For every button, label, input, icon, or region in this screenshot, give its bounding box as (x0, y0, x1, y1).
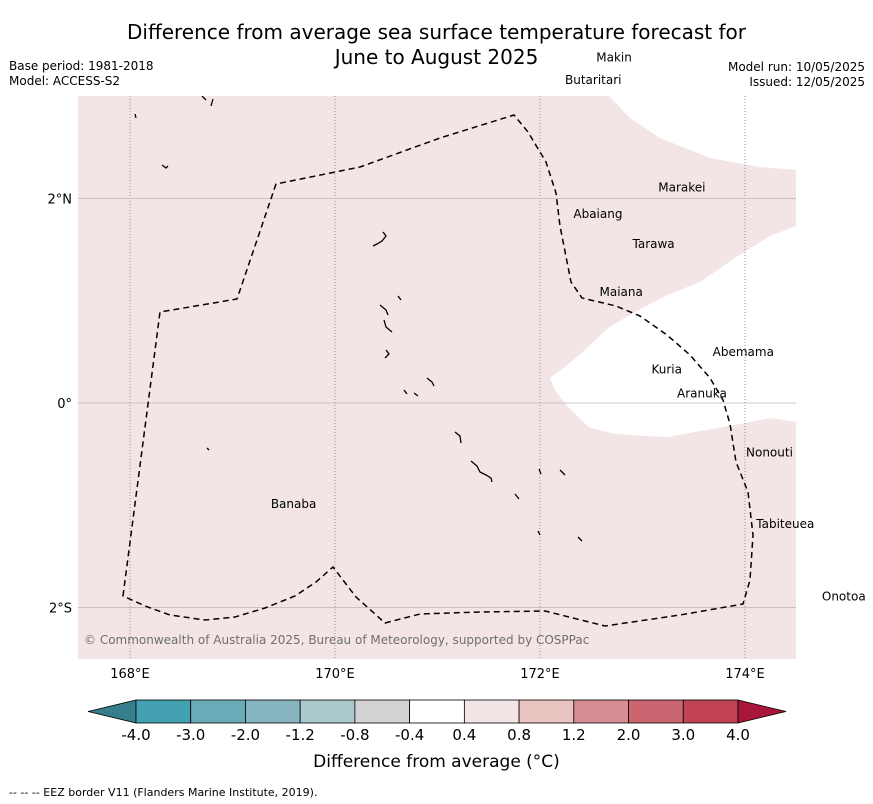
base-period: Base period: 1981-2018 (9, 59, 154, 73)
island-shapes (134, 96, 583, 542)
colorbar-tick-label: 3.0 (671, 726, 695, 744)
map-title: Difference from average sea surface temp… (0, 20, 873, 70)
island-shape (403, 389, 408, 395)
island-shape (372, 231, 387, 247)
longitude-label: 172°E (520, 667, 560, 682)
copyright-text: © Commonwealth of Australia 2025, Bureau… (84, 633, 589, 647)
island-label: Maiana (600, 285, 643, 299)
island-shape (379, 304, 389, 316)
colorbar-box (190, 699, 246, 724)
island-label: Banaba (271, 497, 317, 511)
island-shape (470, 460, 493, 483)
colorbar-box (518, 699, 575, 724)
island-label: Tabiteuea (755, 517, 814, 531)
colorbar-tick-label: 1.2 (562, 726, 586, 744)
colorbar-box (245, 699, 301, 724)
island-shape (514, 493, 520, 500)
colorbar-tick-label: -0.8 (340, 726, 369, 744)
issued-date: Issued: 12/05/2025 (749, 75, 865, 89)
island-label: Onotoa (822, 589, 866, 603)
colorbar-tick-label: 0.4 (452, 726, 476, 744)
island-shape (384, 349, 390, 359)
model-name: Model: ACCESS-S2 (9, 74, 121, 88)
island-labels: Makin Butaritari Marakei Abaiang Tarawa Maian… (271, 51, 866, 604)
colorbar-box (409, 699, 465, 724)
latitude-labels: 4°N2°N0°2°S4°S (48, 0, 73, 617)
neutral-anomaly-region (550, 226, 796, 437)
island-shape (426, 377, 435, 387)
meta-left: Base period: 1981-2018 Model: ACCESS-S2 (9, 59, 154, 89)
latitude-label: 4°N (48, 0, 73, 3)
latitude-label: 2°N (48, 192, 73, 207)
island-shape (397, 295, 402, 301)
colorbar-tick-label: 2.0 (617, 726, 641, 744)
latitude-label: 0° (57, 397, 72, 412)
island-shape (201, 96, 214, 107)
title-line-1: Difference from average sea surface temp… (126, 20, 746, 44)
colorbar (87, 699, 787, 724)
meta-right: Model run: 10/05/2025 Issued: 12/05/2025 (728, 60, 865, 90)
island-label: Aranuka (677, 387, 727, 401)
longitude-label: 170°E (315, 667, 355, 682)
island-label: Tarawa (632, 237, 675, 251)
colorbar-tick-label: -2.0 (231, 726, 260, 744)
island-label: Abemama (713, 345, 774, 359)
colorbar-box (682, 699, 739, 724)
island-label: Marakei (658, 180, 705, 194)
neutral-anomaly-region (609, 96, 796, 170)
island-shape (537, 530, 541, 536)
colorbar-high-arrow (737, 699, 787, 724)
colorbar-box (135, 699, 192, 724)
colorbar-tick-label: 4.0 (726, 726, 750, 744)
gridlines (78, 96, 796, 659)
island-label: Nonouti (746, 445, 793, 459)
colorbar-label: Difference from average (°C) (313, 752, 560, 772)
island-label: Kuria (652, 362, 683, 376)
latitude-label: 2°S (49, 602, 72, 617)
longitude-label: 168°E (110, 667, 150, 682)
colorbar-tick-label: -3.0 (176, 726, 205, 744)
model-run: Model run: 10/05/2025 (727, 60, 865, 74)
eez-border (122, 114, 754, 627)
colorbar-tick-label: -1.2 (286, 726, 315, 744)
island-shape (161, 164, 169, 169)
longitude-label: 174°E (725, 667, 765, 682)
eez-footnote: -- -- -- EEZ border V11 (Flanders Marine… (9, 786, 318, 799)
colorbar-tick-label: 0.8 (507, 726, 531, 744)
colorbar-box (628, 699, 684, 724)
colorbar-low-arrow (87, 699, 137, 724)
island-shape (134, 113, 137, 119)
island-shape (538, 468, 542, 475)
colorbar-box (354, 699, 411, 724)
island-shape (577, 536, 583, 542)
colorbar-box (299, 699, 356, 724)
colorbar-tick-label: -4.0 (121, 726, 150, 744)
island-label: Abaiang (573, 207, 622, 221)
island-shape (206, 447, 210, 451)
island-label: Makin (596, 51, 632, 65)
colorbar-tick-labels: -4.0 -3.0 -2.0 -1.2 -0.8 -0.4 0.4 0.8 1.2 2.0 3.0 4… (121, 726, 750, 744)
colorbar-box (573, 699, 629, 724)
island-label: Butaritari (565, 73, 622, 87)
island-shape (413, 392, 419, 397)
colorbar-box (463, 699, 520, 724)
title-line-2: June to August 2025 (334, 45, 539, 69)
island-shape (559, 469, 566, 476)
island-shape (454, 431, 462, 444)
island-shape (383, 319, 393, 333)
colorbar-tick-label: -0.4 (395, 726, 424, 744)
